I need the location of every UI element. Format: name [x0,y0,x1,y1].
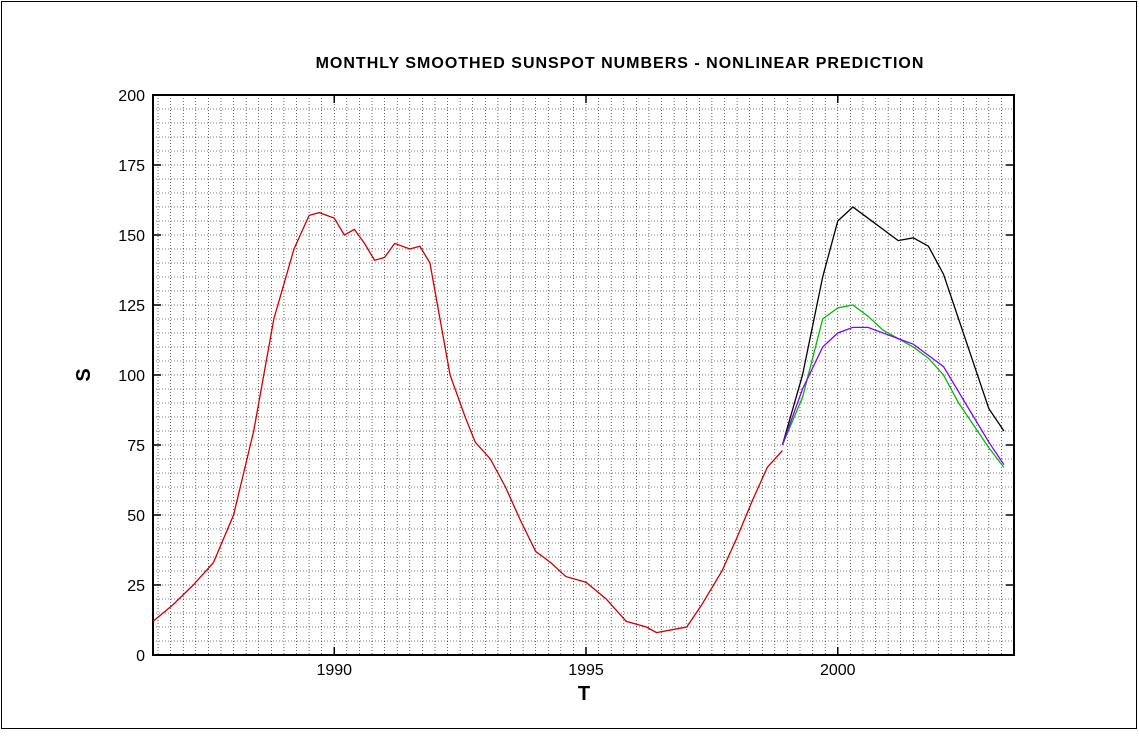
plot-border [152,94,1015,656]
minor-grid [153,94,1015,656]
series-line [152,211,783,634]
y-tick-label: 50 [127,508,145,525]
x-tick-label: 1990 [316,662,352,679]
series-line [781,326,1005,465]
y-tick-label: 100 [118,368,145,385]
x-tick-label: 1995 [568,662,604,679]
y-tick-label: 150 [118,228,145,245]
x-tick-label: 2000 [820,662,856,679]
series-line [781,304,1005,468]
y-tick-label: 25 [127,578,145,595]
y-tick-label: 75 [127,438,145,455]
y-tick-label: 0 [136,648,145,665]
y-tick-label: 175 [118,158,145,175]
y-axis-label: S [73,368,95,381]
chart-title: MONTHLY SMOOTHED SUNSPOT NUMBERS - NONLI… [316,55,925,72]
y-tick-label: 200 [118,88,145,105]
x-axis-label: T [578,683,590,705]
y-tick-label: 125 [118,298,145,315]
series-line [781,206,1005,446]
